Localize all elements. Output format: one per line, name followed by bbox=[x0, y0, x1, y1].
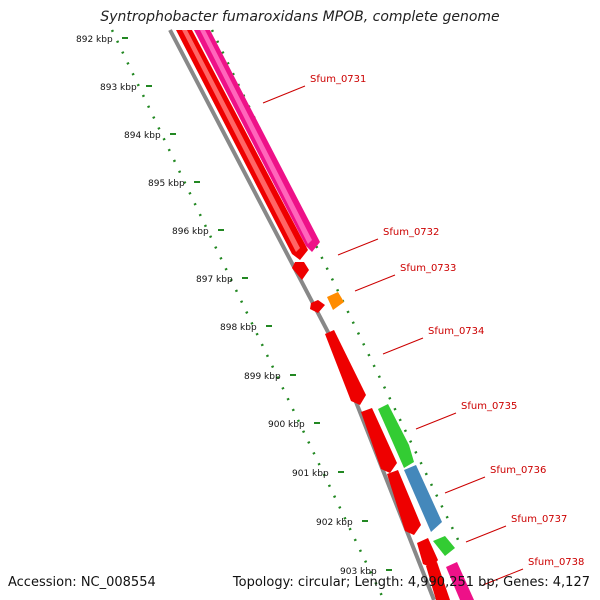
gene-arrow[interactable] bbox=[327, 292, 344, 310]
gene-label[interactable]: Sfum_0731 bbox=[310, 74, 366, 85]
ruler-tick-label: 897 kbp bbox=[196, 275, 233, 285]
gene-label[interactable]: Sfum_0735 bbox=[461, 401, 517, 412]
gene-label[interactable]: Sfum_0738 bbox=[528, 557, 584, 568]
gene-arrow[interactable] bbox=[292, 262, 309, 280]
ruler-tick-label: 900 kbp bbox=[268, 420, 305, 430]
ruler-dotted-line bbox=[110, 29, 384, 597]
ruler-tick-label: 899 kbp bbox=[244, 372, 281, 382]
gene-leader-line bbox=[337, 238, 379, 256]
genome-backbone bbox=[168, 29, 436, 600]
ruler-tick-label: 896 kbp bbox=[172, 227, 209, 237]
gene-leader-line bbox=[262, 85, 306, 104]
gene-leader-line bbox=[482, 568, 524, 586]
gene-leader-line bbox=[382, 337, 424, 355]
gene-arrow[interactable] bbox=[433, 536, 455, 556]
gene-arrow[interactable] bbox=[310, 300, 325, 313]
ruler-tick-label: 902 kbp bbox=[316, 518, 353, 528]
gene-arrow[interactable] bbox=[387, 470, 421, 535]
gene-arrow[interactable] bbox=[417, 538, 438, 568]
gene-label[interactable]: Sfum_0737 bbox=[511, 514, 567, 525]
gene-label[interactable]: Sfum_0734 bbox=[428, 326, 484, 337]
ruler-tick-label: 895 kbp bbox=[148, 179, 185, 189]
gene-label[interactable]: Sfum_0733 bbox=[400, 263, 456, 274]
gene-leader-line bbox=[444, 476, 486, 494]
ruler-tick-label: 894 kbp bbox=[124, 131, 161, 141]
gene-arrow[interactable] bbox=[426, 562, 450, 600]
gene-arrow[interactable] bbox=[361, 408, 397, 473]
ruler-tick-label: 901 kbp bbox=[292, 469, 329, 479]
gene-arrow[interactable] bbox=[182, 30, 300, 252]
gene-label[interactable]: Sfum_0736 bbox=[490, 465, 546, 476]
gene-leader-line bbox=[415, 412, 457, 430]
gene-leader-line bbox=[354, 274, 396, 292]
ruler-tick-label: 903 kbp bbox=[340, 567, 377, 577]
gene-leader-line bbox=[465, 525, 507, 543]
gene-label[interactable]: Sfum_0732 bbox=[383, 227, 439, 238]
gene-arrow[interactable] bbox=[404, 465, 442, 532]
ruler-tick-label: 893 kbp bbox=[100, 83, 137, 93]
gene-arrow[interactable] bbox=[378, 404, 414, 468]
gene-arrow[interactable] bbox=[200, 30, 312, 244]
gene-arrow[interactable] bbox=[325, 330, 366, 405]
ruler-ticks: 892 kbp 893 kbp 894 kbp 895 kbp 896 kbp 897 k… bbox=[76, 35, 392, 577]
ruler-tick-label: 892 kbp bbox=[76, 35, 113, 45]
ruler-tick-label: 898 kbp bbox=[220, 323, 257, 333]
accession-text: Accession: NC_008554 bbox=[8, 575, 156, 590]
map-title: Syntrophobacter fumaroxidans MPOB, compl… bbox=[100, 9, 500, 25]
genome-summary-text: Topology: circular; Length: 4,990,251 bp… bbox=[232, 575, 590, 590]
gene-arrow[interactable] bbox=[446, 562, 474, 600]
gene-labels: Sfum_0731 Sfum_0732 Sfum_0733 Sfum_0734 Sfum… bbox=[262, 74, 584, 586]
